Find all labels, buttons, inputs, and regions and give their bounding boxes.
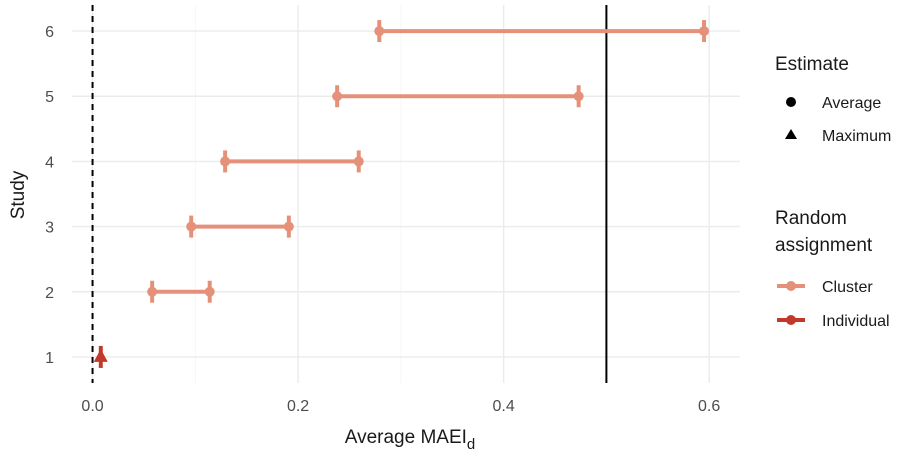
interval-endpoint-dot bbox=[332, 91, 343, 102]
legend-cluster-label: Cluster bbox=[822, 279, 873, 296]
interval-endpoint-dot bbox=[699, 26, 710, 37]
legend-maximum-label: Maximum bbox=[822, 128, 891, 145]
y-axis-ticks: 1 2 3 4 5 6 bbox=[45, 24, 54, 367]
y-tick-label: 4 bbox=[45, 154, 54, 171]
interval-endpoint-dot bbox=[204, 286, 215, 297]
y-axis-title: Study bbox=[8, 170, 29, 219]
interval-endpoint-dot bbox=[283, 221, 294, 232]
x-tick-label: 0.6 bbox=[698, 398, 720, 415]
interval-endpoint-dot bbox=[353, 156, 364, 167]
reference-lines bbox=[91, 5, 608, 383]
interval-endpoint-dot bbox=[147, 286, 158, 297]
interval-endpoint-dot bbox=[573, 91, 584, 102]
interval-endpoint-triangle bbox=[93, 348, 108, 362]
legend-individual-label: Individual bbox=[822, 313, 890, 330]
x-tick-label: 0.4 bbox=[493, 398, 515, 415]
x-tick-label: 0.2 bbox=[287, 398, 309, 415]
grid bbox=[72, 5, 740, 383]
x-tick-label: 0.0 bbox=[81, 398, 103, 415]
y-tick-label: 3 bbox=[45, 220, 54, 237]
legend-assignment-title-line1: Random bbox=[775, 208, 847, 229]
legend-maximum-triangle-icon bbox=[785, 129, 797, 139]
interval-endpoint-dot bbox=[186, 221, 197, 232]
y-tick-label: 1 bbox=[45, 350, 54, 367]
data-marks bbox=[93, 20, 710, 368]
legend-assignment: Random assignment Cluster Individual bbox=[775, 208, 890, 330]
x-axis-ticks: 0.0 0.2 0.4 0.6 bbox=[81, 398, 720, 415]
legend-individual-dot-icon bbox=[786, 315, 796, 325]
interval-endpoint-dot bbox=[220, 156, 231, 167]
y-tick-label: 5 bbox=[45, 89, 54, 106]
legend-cluster-dot-icon bbox=[786, 281, 796, 291]
legend-estimate-title: Estimate bbox=[775, 54, 849, 75]
legend-estimate: Estimate Average Maximum bbox=[775, 54, 891, 145]
y-tick-label: 2 bbox=[45, 285, 54, 302]
legend-assignment-title-line2: assignment bbox=[775, 235, 873, 256]
legend-average-label: Average bbox=[822, 95, 881, 112]
x-axis-title: Average MAEId bbox=[345, 427, 476, 451]
y-tick-label: 6 bbox=[45, 24, 54, 41]
legend-average-dot-icon bbox=[786, 97, 796, 107]
interval-endpoint-dot bbox=[374, 26, 385, 37]
